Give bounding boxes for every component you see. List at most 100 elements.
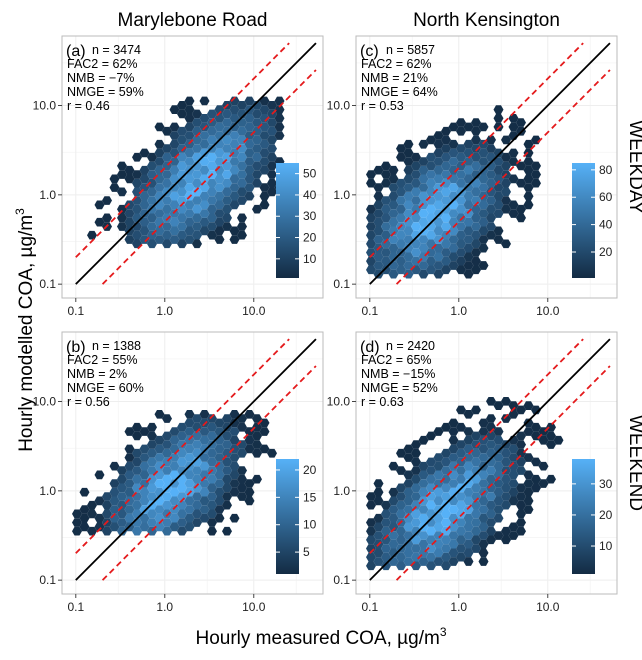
hexbin-cell: [523, 401, 534, 410]
hexbin-cell: [411, 526, 421, 536]
colorbar-tick-label: 40: [303, 188, 317, 202]
hexbin-cell: [229, 165, 240, 175]
hexbin-cell: [139, 487, 150, 497]
hexbin-cell: [192, 170, 202, 179]
hexbin-cell: [124, 461, 135, 471]
hexbin-cell: [124, 209, 135, 218]
hexbin-cell: [493, 174, 504, 184]
hexbin-cell: [381, 170, 391, 179]
hexbin-cell: [456, 204, 466, 214]
hexbin-cell: [448, 157, 459, 166]
hexbin-cell: [214, 148, 225, 158]
hexbin-cell: [441, 196, 451, 205]
hexbin-cell: [441, 483, 451, 493]
hexbin-cell: [441, 144, 451, 153]
hexbin-cell: [207, 474, 217, 484]
hexbin-cell: [192, 509, 202, 519]
hexbin-layer: [72, 409, 277, 536]
hexbin-cell: [199, 174, 210, 184]
hexbin-cell: [207, 526, 217, 536]
hexbin-cell: [139, 235, 150, 244]
hexbin-cell: [471, 170, 481, 179]
hexbin-cell: [154, 453, 165, 462]
hexbin-cell: [237, 178, 247, 188]
hexbin-cell: [501, 483, 511, 493]
hexbin-cell: [426, 457, 436, 467]
hexbin-cell: [478, 243, 489, 253]
hexbin-cell: [154, 148, 165, 158]
hexbin-cell: [162, 204, 172, 214]
hexbin-cell: [403, 148, 414, 158]
hexbin-cell: [162, 474, 172, 484]
stat-line: r = 0.46: [67, 99, 110, 113]
hexbin-cell: [207, 431, 217, 441]
hexbin-cell: [252, 422, 262, 432]
hexbin-cell: [471, 204, 481, 214]
hexbin-cell: [388, 183, 399, 192]
hexbin-cell: [433, 453, 444, 462]
hexbin-cell: [531, 457, 541, 467]
panel-border: [61, 35, 324, 299]
hexbin-cell: [486, 170, 496, 179]
hexbin-cell: [523, 427, 534, 436]
hexbin-cell: [463, 261, 474, 270]
hexbin-cell: [267, 135, 277, 145]
hexbin-cell: [403, 548, 414, 558]
hexbin-cell: [433, 157, 444, 166]
hexbin-cell: [418, 269, 429, 279]
hexbin-cell: [229, 226, 240, 236]
hexbin-cell: [373, 548, 384, 558]
hexbin-cell: [471, 509, 481, 519]
hexbin-cell: [418, 487, 429, 497]
hexbin-cell: [456, 544, 466, 553]
hexbin-cell: [463, 217, 474, 227]
hexbin-cell: [463, 209, 474, 218]
hexbin-cell: [259, 148, 270, 158]
hexbin-cell: [388, 531, 399, 540]
hexbin-cell: [448, 548, 459, 558]
hexbin-cell: [274, 131, 285, 140]
hexbin-cell: [222, 196, 232, 205]
hexbin-cell: [267, 126, 277, 136]
hexbin-cell: [192, 213, 202, 223]
stat-line: r = 0.63: [361, 395, 404, 409]
hexbin-cell: [441, 170, 451, 179]
hexbin-cell: [501, 239, 511, 249]
hexbin-cell: [252, 109, 262, 119]
hexbin-cell: [373, 235, 384, 244]
hexbin-cell: [169, 191, 180, 201]
reference-lines: [75, 338, 317, 581]
stat-line: NMGE = 52%: [361, 381, 438, 395]
hexbin-cell: [403, 191, 414, 201]
y-tick-label: 0.1: [39, 573, 56, 587]
colorbar-tick-label: 20: [599, 245, 613, 259]
hexbin-cell: [403, 269, 414, 279]
hexbin-cell: [418, 261, 429, 270]
hexbin-cell: [471, 265, 481, 275]
hexbin-cell: [237, 109, 247, 119]
hexbin-cell: [102, 492, 112, 501]
hexbin-cell: [448, 557, 459, 566]
y-tick-label: 0.1: [333, 573, 350, 587]
hexbin-cell: [192, 196, 202, 205]
hexbin-cell: [79, 505, 90, 514]
hexbin-cell: [426, 466, 436, 475]
hexbin-cell: [222, 526, 232, 536]
hexbin-cell: [471, 152, 481, 162]
hexbin-cell: [523, 453, 534, 462]
hexbin-cell: [456, 230, 466, 240]
row-title: WEEKEND: [625, 415, 642, 511]
hexbin-cell: [493, 427, 504, 436]
hexbin-cell: [207, 126, 217, 136]
hexbin-cell: [207, 135, 217, 145]
hexbin-cell: [388, 539, 399, 549]
hexbin-cell: [516, 448, 526, 458]
hexbin-cell: [493, 453, 504, 462]
hexbin-cell: [214, 496, 225, 506]
hexbin-cell: [177, 100, 187, 110]
hexbin-cell: [366, 178, 376, 188]
hexbin-cell: [403, 487, 414, 497]
hexbin-cell: [486, 396, 496, 406]
